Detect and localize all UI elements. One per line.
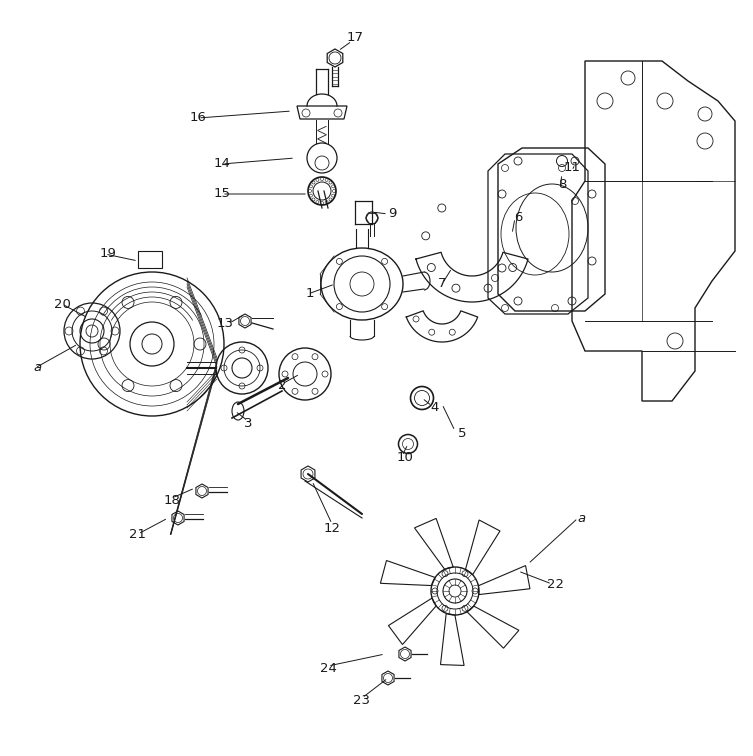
Text: 4: 4 [431, 401, 439, 414]
Text: 24: 24 [319, 662, 337, 674]
Text: 22: 22 [547, 578, 563, 590]
Text: a: a [578, 512, 586, 525]
Text: a: a [34, 361, 42, 374]
Text: 13: 13 [217, 318, 233, 330]
Text: 10: 10 [397, 451, 413, 464]
Text: 3: 3 [244, 417, 252, 430]
Text: 17: 17 [346, 32, 364, 45]
Text: 1: 1 [306, 287, 314, 300]
Text: 2: 2 [278, 380, 286, 392]
Text: 19: 19 [99, 247, 117, 261]
Text: 15: 15 [214, 187, 230, 200]
Text: 11: 11 [563, 162, 581, 175]
Text: 7: 7 [437, 277, 447, 290]
Text: 5: 5 [458, 427, 466, 441]
Text: 6: 6 [514, 212, 522, 225]
Text: 23: 23 [353, 695, 370, 708]
Text: 14: 14 [214, 157, 230, 171]
Text: 21: 21 [130, 528, 147, 541]
Text: 18: 18 [163, 494, 181, 507]
Text: 12: 12 [324, 522, 340, 534]
Text: 16: 16 [190, 111, 206, 125]
Text: 8: 8 [558, 178, 566, 191]
Text: 20: 20 [53, 298, 71, 311]
Text: 9: 9 [388, 207, 396, 221]
